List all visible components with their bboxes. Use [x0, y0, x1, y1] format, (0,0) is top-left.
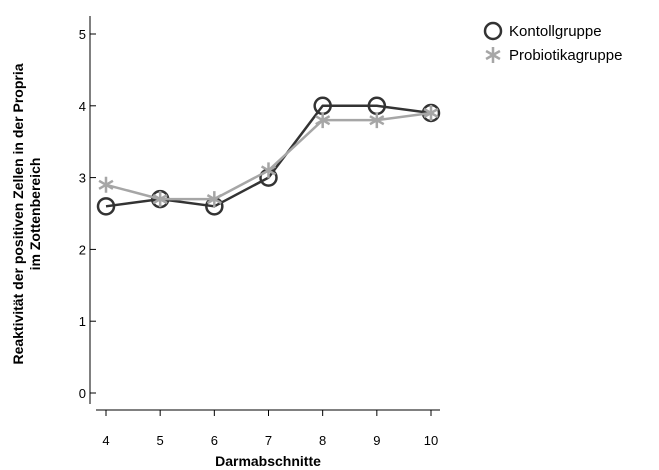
- legend: Kontollgruppe Probiotikagruppe: [483, 21, 622, 64]
- series-layer: [96, 96, 441, 216]
- y-tick-label: 5: [79, 27, 86, 42]
- y-tick-label: 4: [79, 99, 86, 114]
- y-axis-title-line-1: Reaktivität der positiven Zellen in der …: [10, 63, 26, 364]
- legend-label: Probiotikagruppe: [509, 47, 622, 64]
- y-axis-title-line-2: im Zottenbereich: [27, 158, 43, 271]
- x-tick-label: 10: [424, 433, 438, 448]
- series-line: [105, 104, 432, 208]
- data-point-star: [315, 112, 331, 129]
- data-point-star: [369, 112, 385, 129]
- x-tick-label: 4: [102, 433, 109, 448]
- y-tick-label: 1: [79, 314, 86, 329]
- data-point-circle: [96, 197, 116, 216]
- y-tick-label: 0: [79, 386, 86, 401]
- y-tick-label: 2: [79, 242, 86, 257]
- series-2: [98, 104, 439, 208]
- x-axis-title: Darmabschnitte: [215, 453, 321, 469]
- data-point-star: [152, 191, 168, 208]
- legend-marker-1: [483, 21, 503, 41]
- data-point-star: [423, 104, 439, 121]
- legend-marker-2: [485, 47, 501, 63]
- data-point-star: [98, 176, 114, 193]
- x-tick-label: 7: [265, 433, 272, 448]
- x-tick-label: 6: [211, 433, 218, 448]
- x-tick-label: 8: [319, 433, 326, 448]
- x-tick-label: 9: [373, 433, 380, 448]
- data-point-star: [260, 162, 277, 179]
- legend-label: Kontollgruppe: [509, 23, 602, 40]
- x-tick-label: 5: [157, 433, 164, 448]
- data-point-star: [206, 191, 222, 208]
- y-tick-label: 3: [79, 171, 86, 186]
- axes: 0 1 2 3 4 5 4 5 6 7 8 9 10: [79, 16, 440, 448]
